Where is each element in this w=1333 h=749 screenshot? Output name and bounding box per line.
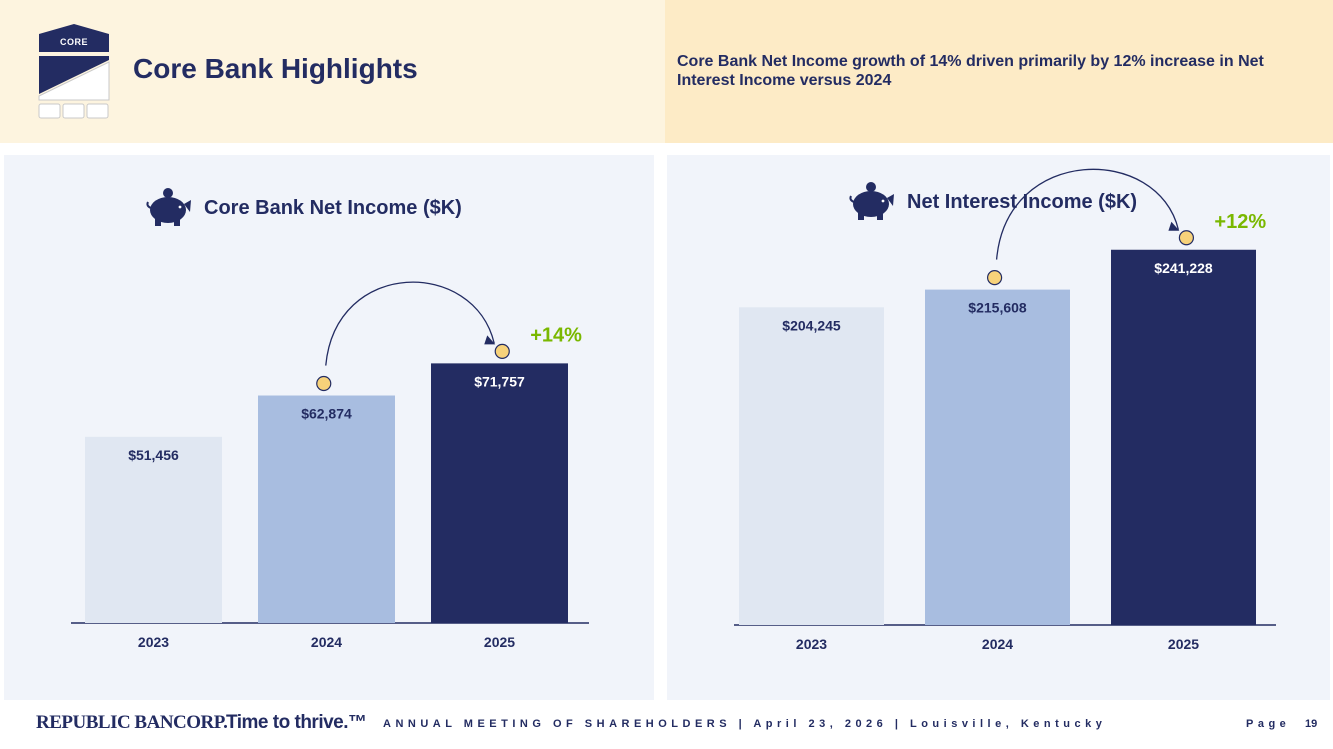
piggy-bank-icon bbox=[146, 188, 191, 226]
growth-arrowhead-icon bbox=[484, 335, 496, 345]
header-note: Core Bank Net Income growth of 14% drive… bbox=[677, 53, 1264, 89]
piggy-bank-icon bbox=[849, 182, 894, 220]
data-label-2024: $62,874 bbox=[301, 406, 352, 422]
chart-net-interest-income: Net Interest Income ($K) $204,245 2023 $215… bbox=[734, 168, 1276, 652]
core-logo-icon bbox=[38, 24, 110, 119]
page-title: Core Bank Highlights bbox=[133, 53, 418, 84]
growth-arrow-icon bbox=[995, 168, 1180, 260]
footer-tagline: Time to thrive.™ bbox=[226, 712, 367, 733]
chart-net-income: Core Bank Net Income ($K) $51,456 2023 $62,… bbox=[71, 188, 589, 650]
data-label-2024: $215,608 bbox=[968, 300, 1027, 316]
bar-2024 bbox=[925, 289, 1070, 625]
footer-page-number: 19 bbox=[1305, 718, 1318, 730]
data-label-2023: $204,245 bbox=[782, 317, 841, 333]
logo-text: CORE bbox=[59, 37, 88, 47]
bar-2023 bbox=[739, 307, 884, 625]
header-left-band bbox=[0, 0, 665, 143]
x-tick-label-2023: 2023 bbox=[796, 636, 827, 652]
x-tick-label-2023: 2023 bbox=[138, 634, 169, 650]
bar-2024 bbox=[258, 395, 395, 623]
coin-icon bbox=[316, 375, 332, 392]
chart-panel-net-income: Core Bank Net Income ($K) $51,456 2023 $62,… bbox=[4, 155, 654, 700]
bar-2025 bbox=[1111, 249, 1256, 625]
x-tick-label-2024: 2024 bbox=[982, 636, 1013, 652]
chart-panel-net-interest-income: Net Interest Income ($K) $204,245 2023 $215… bbox=[667, 155, 1330, 700]
footer-page-label: Page bbox=[1246, 718, 1291, 730]
data-label-2025: $71,757 bbox=[474, 373, 525, 389]
growth-label: +12% bbox=[1214, 211, 1266, 233]
coin-icon bbox=[987, 270, 1003, 286]
growth-arrowhead-icon bbox=[1168, 221, 1180, 231]
coin-icon bbox=[494, 343, 510, 359]
data-label-2025: $241,228 bbox=[1154, 260, 1213, 276]
header-note-band bbox=[665, 0, 1333, 143]
footer-brand: REPUBLIC BANCORP. bbox=[36, 712, 228, 733]
growth-label: +14% bbox=[530, 324, 582, 346]
footer-meeting: ANNUAL MEETING OF SHAREHOLDERS | April 2… bbox=[383, 718, 1107, 730]
x-tick-label-2025: 2025 bbox=[1168, 636, 1199, 652]
bar-2025 bbox=[431, 363, 568, 623]
x-tick-label-2025: 2025 bbox=[484, 634, 515, 650]
data-label-2023: $51,456 bbox=[128, 447, 179, 463]
coin-icon bbox=[1178, 230, 1195, 246]
growth-arrow-icon bbox=[325, 281, 495, 366]
x-tick-label-2024: 2024 bbox=[311, 634, 342, 650]
chart-title: Core Bank Net Income ($K) bbox=[204, 197, 462, 219]
bar-2023 bbox=[85, 436, 222, 623]
chart-title: Net Interest Income ($K) bbox=[907, 191, 1137, 213]
